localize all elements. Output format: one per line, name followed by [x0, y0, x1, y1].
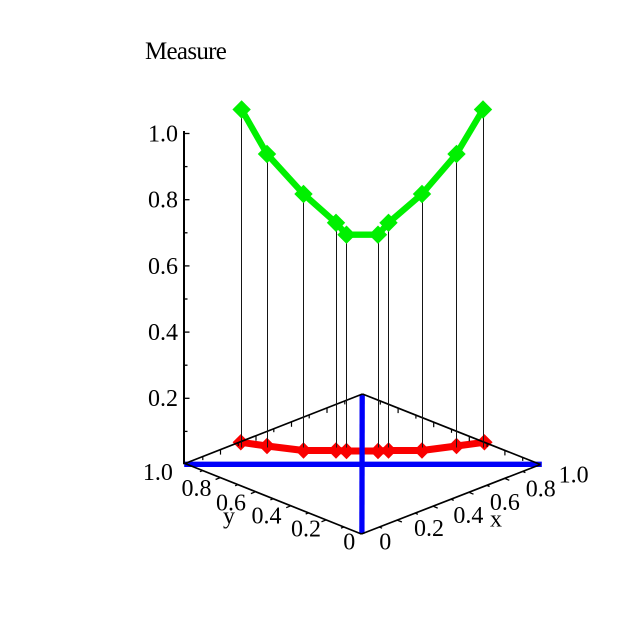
svg-text:Measure: Measure: [145, 38, 227, 65]
svg-text:0.6: 0.6: [490, 490, 520, 516]
svg-text:0: 0: [379, 529, 391, 555]
svg-text:0.2: 0.2: [148, 386, 178, 412]
svg-text:x: x: [490, 507, 502, 533]
svg-text:0.8: 0.8: [148, 188, 178, 214]
svg-text:0.2: 0.2: [291, 517, 321, 543]
svg-text:0.8: 0.8: [526, 477, 556, 503]
svg-text:1.0: 1.0: [143, 460, 173, 486]
svg-text:y: y: [223, 503, 235, 529]
svg-text:0.4: 0.4: [453, 503, 483, 529]
svg-text:0.8: 0.8: [182, 476, 212, 502]
svg-text:1.0: 1.0: [559, 463, 589, 489]
svg-text:0.4: 0.4: [148, 320, 178, 346]
svg-text:0.6: 0.6: [216, 490, 246, 516]
svg-text:0.6: 0.6: [148, 254, 178, 280]
svg-text:1.0: 1.0: [148, 121, 178, 147]
svg-text:0: 0: [343, 530, 355, 556]
svg-text:0.2: 0.2: [414, 516, 444, 542]
svg-text:0.4: 0.4: [252, 503, 282, 529]
